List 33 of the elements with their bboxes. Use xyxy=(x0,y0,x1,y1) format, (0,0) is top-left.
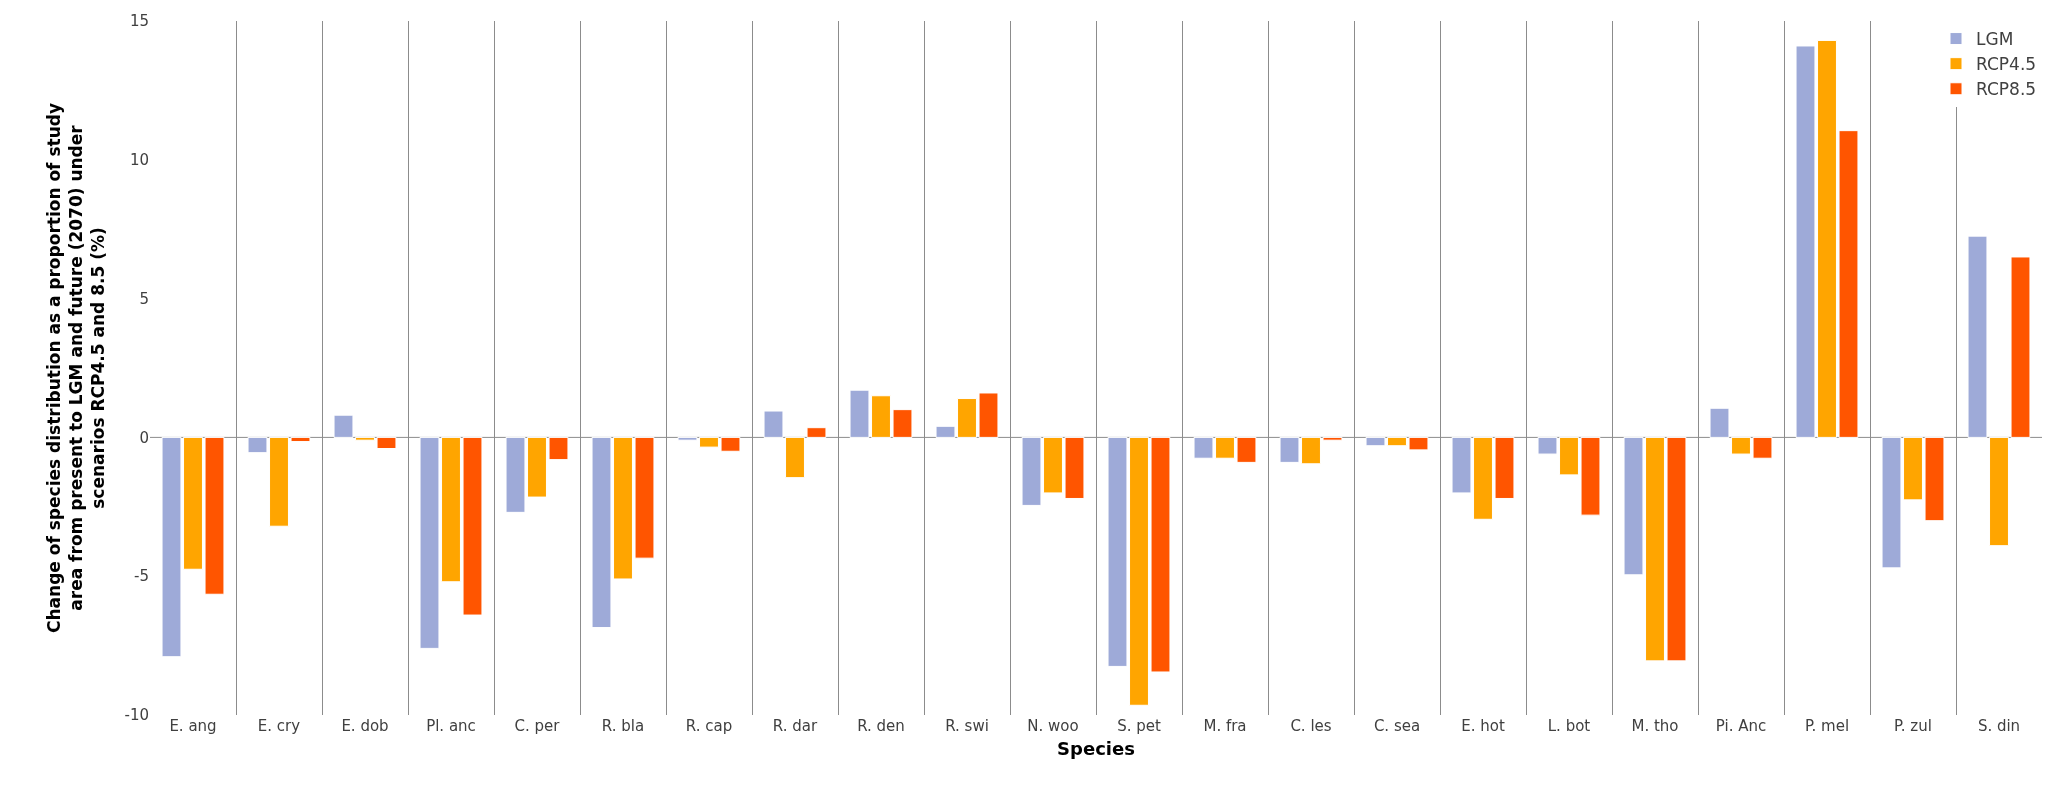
x-tick-label: M. tho xyxy=(1631,717,1679,735)
x-tick-label: R. dar xyxy=(772,717,818,735)
y-tick-label: 10 xyxy=(129,151,149,170)
x-tick-label: R. den xyxy=(857,717,905,735)
x-tick-label: C. per xyxy=(514,717,561,735)
x-tick-label: C. les xyxy=(1290,717,1332,735)
x-tick-label: S. din xyxy=(1977,717,2021,735)
x-tick-label: E. ang xyxy=(169,717,217,735)
y-tick-label: 0 xyxy=(139,428,149,447)
legend-label: RCP4.5 xyxy=(1976,54,2037,75)
x-tick-label: R. swi xyxy=(945,717,989,735)
y-tick-label: -5 xyxy=(134,567,149,586)
x-tick-label: N. woo xyxy=(1027,717,1079,735)
y-tick-label: 5 xyxy=(139,289,149,308)
x-tick-label: C. sea xyxy=(1373,717,1421,735)
legend-label: RCP8.5 xyxy=(1976,79,2037,100)
y-tick-label: -10 xyxy=(124,706,149,725)
x-tick-label: E. cry xyxy=(257,717,301,735)
x-tick-label: R. bla xyxy=(601,717,645,735)
x-tick-label: S. pet xyxy=(1117,717,1161,735)
y-axis-title: Change of species distribution as a proportion of study area from present to LGM and future (2070) under scenarios RCP4.5 and 8.5 (%) xyxy=(43,102,109,634)
x-tick-label: Pl. anc xyxy=(426,717,476,735)
x-tick-label: L. bot xyxy=(1547,717,1591,735)
x-tick-label: M. fra xyxy=(1203,717,1247,735)
x-tick-label: E. hot xyxy=(1461,717,1505,735)
x-axis-title: Species xyxy=(1057,738,1135,760)
legend-label: LGM xyxy=(1976,29,2014,50)
x-tick-label: R. cap xyxy=(685,717,733,735)
x-tick-label: E. dob xyxy=(341,717,389,735)
x-tick-label: Pi. Anc xyxy=(1715,717,1767,735)
x-tick-label: P. zul xyxy=(1894,717,1932,735)
x-tick-label: P. mel xyxy=(1804,717,1850,735)
y-tick-label: 15 xyxy=(129,12,149,31)
